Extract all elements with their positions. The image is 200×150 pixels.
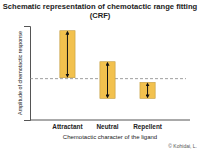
- range-bar: [100, 62, 115, 99]
- x-axis: Attractant Neutral Repellent: [30, 120, 190, 131]
- x-tick: Neutral: [96, 120, 118, 130]
- chart: Schematic representation of chemotactic …: [0, 0, 200, 150]
- subtitle: (CRF): [90, 11, 111, 20]
- x-axis-title: Chemotactic character of the ligand: [63, 134, 157, 140]
- x-tick-label: Attractant: [52, 123, 83, 130]
- x-tick: Repellent: [133, 120, 163, 131]
- range-bar: [60, 31, 75, 78]
- range-bar: [140, 82, 155, 98]
- title: Schematic representation of chemotactic …: [3, 2, 198, 11]
- y-axis-line: [24, 27, 31, 121]
- range-arrow: [67, 33, 68, 76]
- plot-area: [30, 31, 186, 99]
- x-tick-label: Repellent: [133, 123, 163, 131]
- range-arrow: [107, 64, 108, 97]
- x-tick-label: Neutral: [96, 123, 118, 130]
- x-tick: Attractant: [52, 120, 83, 130]
- range-arrow: [147, 84, 148, 96]
- annotation: © Kohidai, L.: [168, 143, 197, 149]
- y-axis-title: Amplitude of chemotactic response: [17, 31, 23, 115]
- x-axis-line: [30, 120, 190, 121]
- y-axis: [24, 27, 31, 121]
